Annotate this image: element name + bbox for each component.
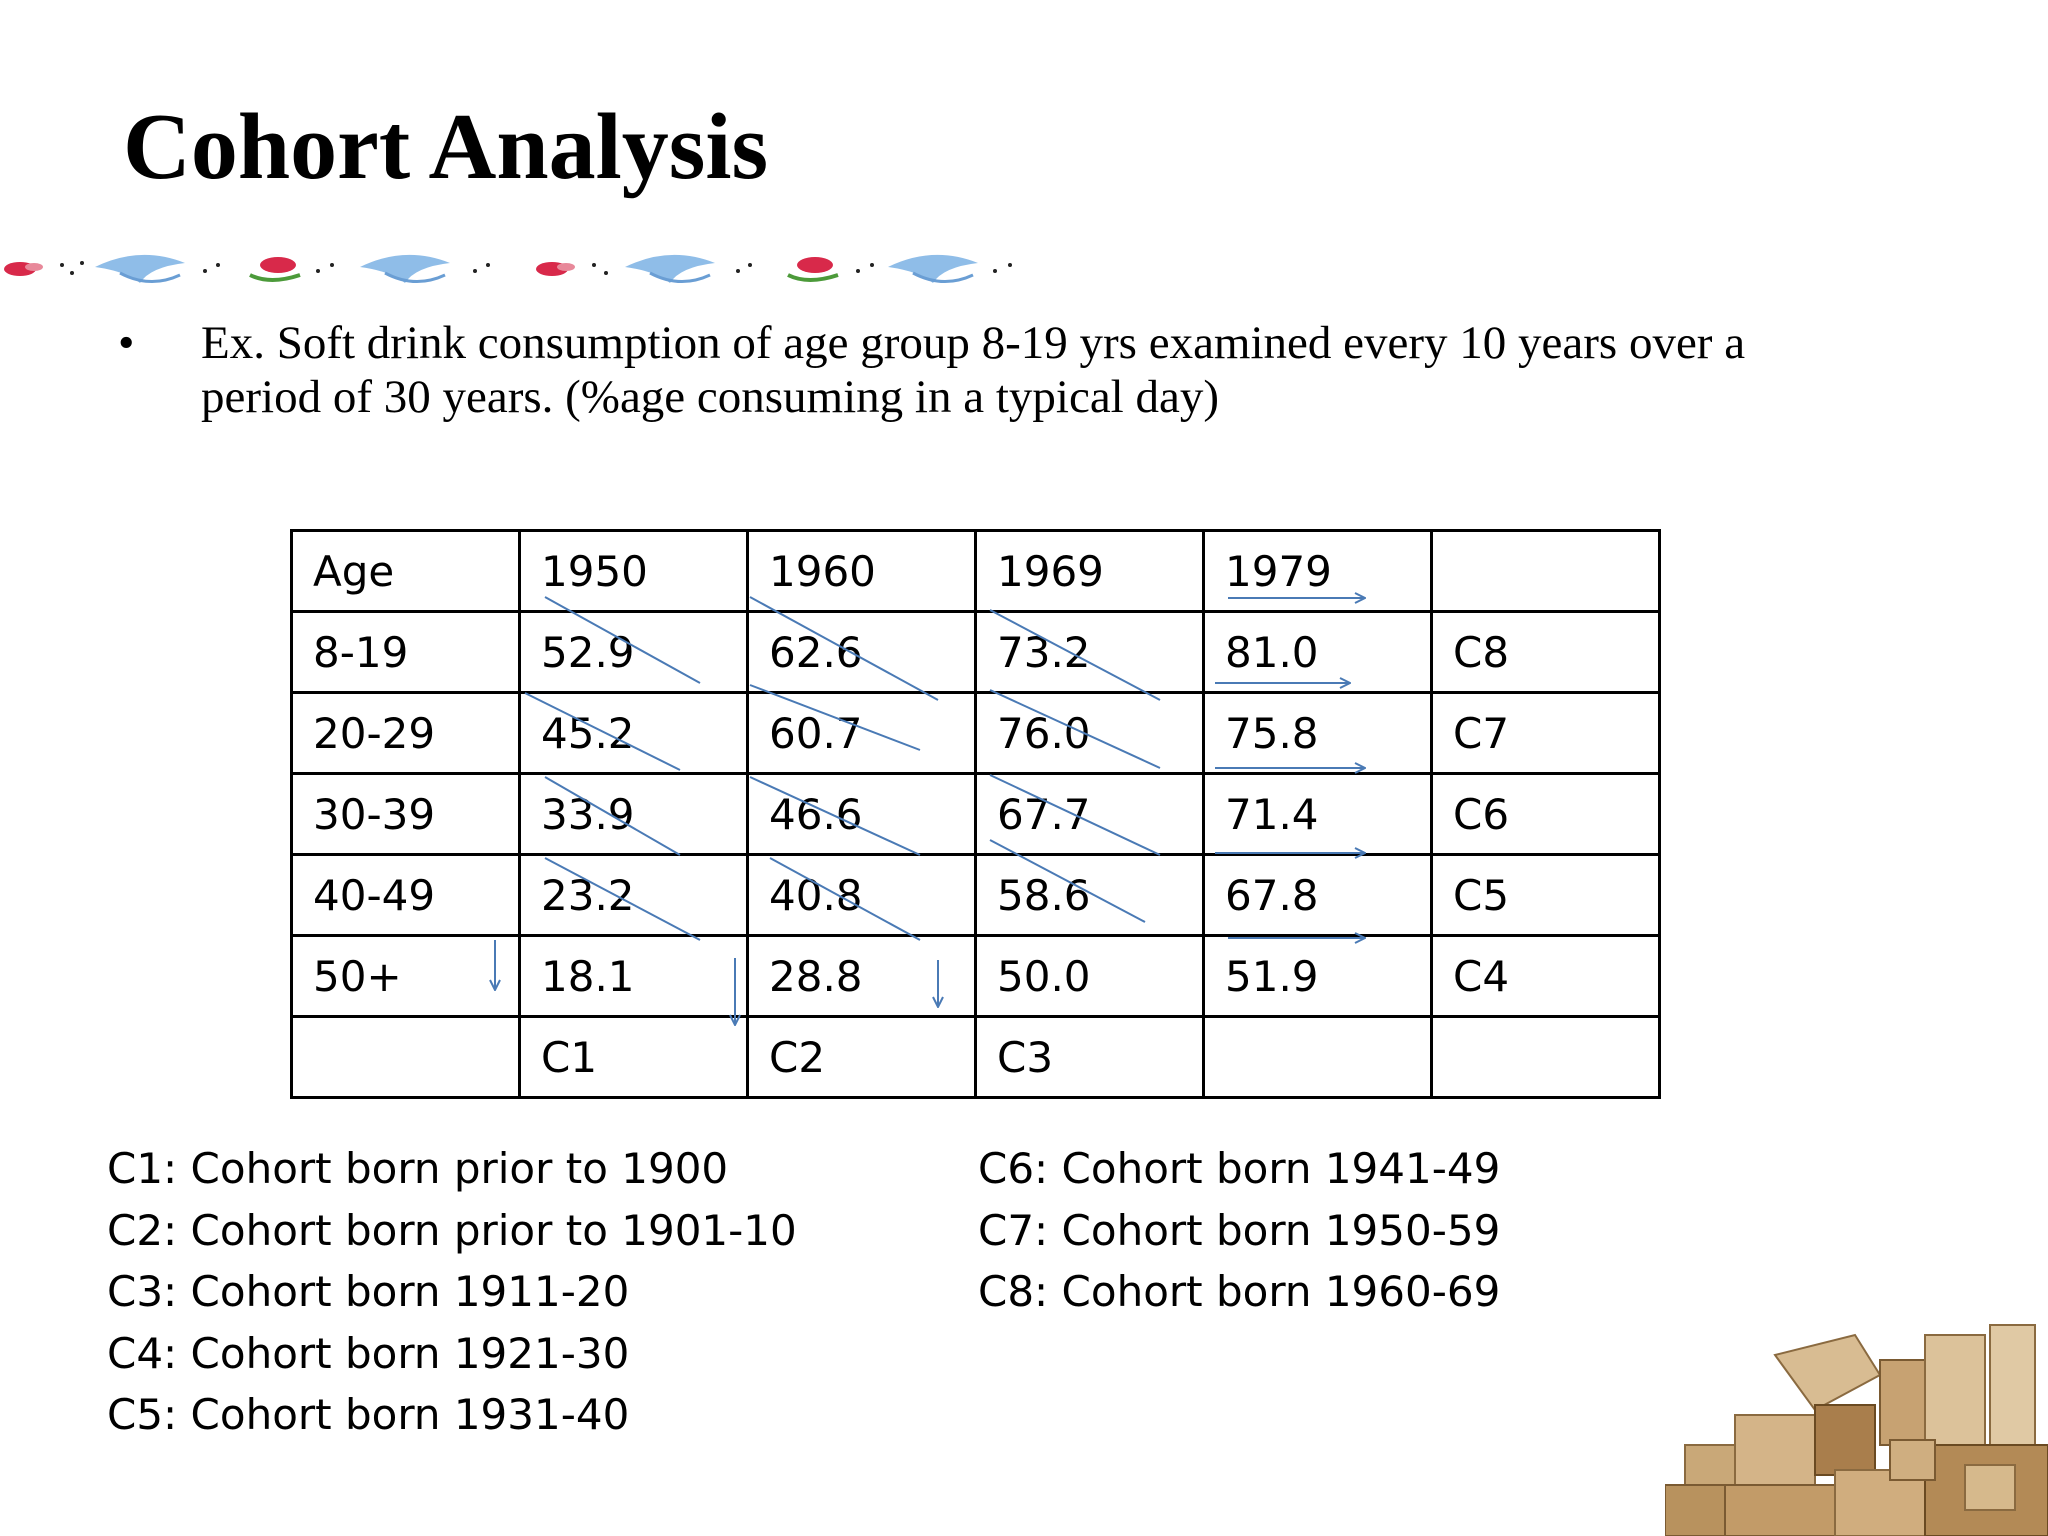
header-cell: 1979 — [1202, 529, 1433, 613]
table-cell: 40.8 — [746, 853, 977, 937]
table-cell: 75.8 — [1202, 691, 1433, 775]
header-cell: Age — [290, 529, 521, 613]
legend-item: C1: Cohort born prior to 1900 — [107, 1144, 729, 1193]
table-cell: 20-29 — [290, 691, 521, 775]
legend-item: C2: Cohort born prior to 1901-10 — [107, 1205, 797, 1255]
legend-item: C8: Cohort born 1960-69 — [978, 1267, 1501, 1316]
wooden-blocks-image — [1665, 1324, 2048, 1536]
table-cell: 73.2 — [974, 610, 1205, 694]
table-cell: 23.2 — [518, 853, 749, 937]
table-cell: 67.7 — [974, 772, 1205, 856]
slide-title: Cohort Analysis — [123, 95, 769, 199]
table-cell — [1202, 1015, 1433, 1099]
table-cell: C8 — [1430, 610, 1661, 694]
legend-item: C4: Cohort born 1921-30 — [107, 1328, 630, 1378]
table-cell: C3 — [974, 1015, 1205, 1099]
table-cell: 45.2 — [518, 691, 749, 775]
table-cell: 33.9 — [518, 772, 749, 856]
table-cell — [1430, 1015, 1661, 1099]
table-cell: 30-39 — [290, 772, 521, 856]
table-cell: 52.9 — [518, 610, 749, 694]
header-cell: 1969 — [974, 529, 1205, 613]
table-cell: 62.6 — [746, 610, 977, 694]
bullet-text: Ex. Soft drink consumption of age group … — [201, 317, 1746, 423]
table-row: 50+ 18.1 28.8 50.0 51.9 C4 — [290, 934, 1661, 1018]
legend-item: C3: Cohort born 1911-20 — [107, 1267, 630, 1316]
table-row: 8-19 52.9 62.6 73.2 81.0 C8 — [290, 610, 1661, 694]
bird-icon — [625, 254, 715, 284]
table-cell: 40-49 — [290, 853, 521, 937]
table-cell: 60.7 — [746, 691, 977, 775]
bullet-mark: • — [118, 317, 135, 369]
table-row: 20-29 45.2 60.7 76.0 75.8 C7 — [290, 691, 1661, 775]
table-cell: C1 — [518, 1015, 749, 1099]
table-cell: 28.8 — [746, 934, 977, 1018]
table-cell: 67.8 — [1202, 853, 1433, 937]
cohort-legend-right: C6: Cohort born 1941-49 C7: Cohort born … — [978, 1138, 1500, 1323]
legend-item: C6: Cohort born 1941-49 — [978, 1144, 1501, 1193]
table-cell: C7 — [1430, 691, 1661, 775]
table-cell: 50+ — [290, 934, 521, 1018]
flower-icon — [249, 257, 301, 282]
table-cell: 76.0 — [974, 691, 1205, 775]
table-cell: C5 — [1430, 853, 1661, 937]
table-cell: C2 — [746, 1015, 977, 1099]
flower-icon — [787, 257, 839, 282]
table-cell: 51.9 — [1202, 934, 1433, 1018]
legend-item: C5: Cohort born 1931-40 — [107, 1390, 630, 1439]
flower-icon — [536, 262, 575, 276]
table-header-row: Age 1950 1960 1969 1979 — [290, 529, 1661, 613]
table-cell: C4 — [1430, 934, 1661, 1018]
table-cell: 18.1 — [518, 934, 749, 1018]
table-cell: 50.0 — [974, 934, 1205, 1018]
bird-icon — [95, 254, 185, 284]
table-row: C1 C2 C3 — [290, 1015, 1661, 1099]
header-cell: 1950 — [518, 529, 749, 613]
header-cell: 1960 — [746, 529, 977, 613]
bird-icon — [360, 254, 450, 284]
header-cell — [1430, 529, 1661, 613]
table-cell: 46.6 — [746, 772, 977, 856]
table-cell: 71.4 — [1202, 772, 1433, 856]
table-cell: 81.0 — [1202, 610, 1433, 694]
table-cell: C6 — [1430, 772, 1661, 856]
table-cell: 8-19 — [290, 610, 521, 694]
decorative-divider — [4, 254, 1012, 284]
table-row: 40-49 23.2 40.8 58.6 67.8 C5 — [290, 853, 1661, 937]
bird-icon — [888, 254, 978, 284]
cohort-table: Age 1950 1960 1969 1979 8-19 52.9 62.6 7… — [290, 529, 1661, 1099]
table-cell — [290, 1015, 521, 1099]
flower-icon — [4, 262, 43, 276]
legend-item: C7: Cohort born 1950-59 — [978, 1205, 1501, 1255]
cohort-legend-left: C1: Cohort born prior to 1900 C2: Cohort… — [107, 1138, 797, 1446]
table-row: 30-39 33.9 46.6 67.7 71.4 C6 — [290, 772, 1661, 856]
table-cell: 58.6 — [974, 853, 1205, 937]
